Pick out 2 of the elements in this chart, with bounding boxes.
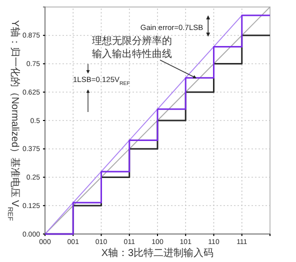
annotation: 理想无限分辨率的输入输出特性曲线 <box>92 35 172 60</box>
x-axis-title: X轴：3比特二进制输入码 <box>101 247 214 259</box>
